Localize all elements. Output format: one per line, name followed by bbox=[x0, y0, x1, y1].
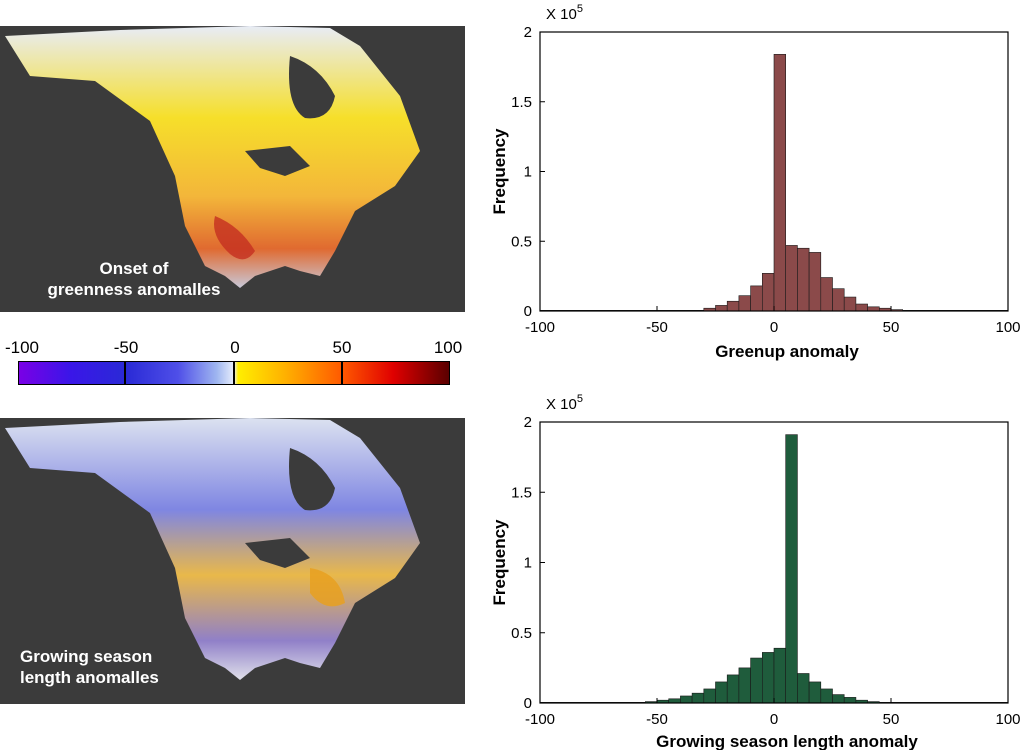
y-tick-label: 1 bbox=[524, 555, 532, 572]
x-tick-label: 0 bbox=[770, 711, 778, 728]
colorbar-tick-label: 0 bbox=[230, 338, 240, 357]
colorbar-tick-label: -100 bbox=[4, 338, 40, 357]
map-growing-season-length: Growing season length anomalles bbox=[0, 418, 465, 704]
histogram-svg: -100 -50 0 50 100 0 0.5 1 1.5 2 X 105 Greenup anoma… bbox=[490, 3, 1021, 361]
greenup-anomaly-histogram: -100 -50 0 50 100 0 0.5 1 1.5 2 X 105 Greenup anoma… bbox=[480, 0, 1024, 372]
histogram-bar bbox=[691, 692, 705, 704]
caption-line-1: Onset of bbox=[99, 259, 169, 278]
histogram-bar bbox=[808, 252, 822, 312]
histogram-bar bbox=[797, 247, 810, 312]
north-america-map-image bbox=[5, 26, 420, 288]
y-axis-label: Frequency bbox=[490, 519, 509, 606]
histogram-bar bbox=[855, 303, 868, 312]
histogram-bar bbox=[761, 652, 775, 704]
y-axis-label: Frequency bbox=[490, 128, 509, 215]
histogram-bar bbox=[773, 54, 786, 312]
y-tick-label: 0.5 bbox=[511, 625, 532, 642]
y-tick-label: 0 bbox=[524, 695, 532, 712]
histogram-bar bbox=[843, 296, 857, 312]
colorbar-tick-label: 50 bbox=[332, 338, 352, 357]
histogram-bar bbox=[726, 674, 740, 704]
x-tick-label: -100 bbox=[525, 319, 555, 336]
colorbar-divider bbox=[233, 361, 235, 385]
y-tick-label: 0.5 bbox=[511, 233, 532, 250]
caption-line-1: Growing season bbox=[20, 647, 153, 666]
histogram-bar bbox=[832, 694, 845, 704]
map-greenness-onset: Onset of greenness anomalles bbox=[0, 26, 465, 312]
x-tick-label: 50 bbox=[883, 319, 900, 336]
histogram-bar bbox=[750, 285, 763, 312]
histogram-bar bbox=[715, 681, 728, 704]
x-tick-label: 100 bbox=[995, 319, 1020, 336]
histogram-bar bbox=[843, 697, 857, 704]
histogram-bar bbox=[703, 688, 716, 704]
y-tick-label: 0 bbox=[524, 303, 532, 320]
histogram-bar bbox=[785, 434, 798, 704]
y-scale-note: X 105 bbox=[546, 393, 583, 413]
map-caption: Growing season length anomalles bbox=[20, 646, 159, 688]
histogram-bar bbox=[761, 273, 775, 312]
caption-line-2: greenness anomalles bbox=[47, 280, 221, 299]
x-axis-label: Greenup anomaly bbox=[715, 342, 859, 361]
y-tick-label: 1.5 bbox=[511, 484, 532, 501]
histogram-bar bbox=[867, 306, 880, 312]
histogram-bar bbox=[785, 245, 798, 312]
colorbar-tick-label: -50 bbox=[113, 338, 139, 357]
histogram-svg: -100 -50 0 50 100 0 0.5 1 1.5 2 X 105 Growing seaso… bbox=[490, 393, 1021, 750]
colorbar-divider bbox=[341, 361, 343, 385]
y-tick-label: 2 bbox=[524, 414, 532, 431]
histogram-bar bbox=[820, 688, 833, 704]
x-tick-label: 100 bbox=[995, 711, 1020, 728]
histogram-bar bbox=[738, 295, 751, 312]
histogram-bar bbox=[715, 305, 728, 312]
x-tick-label: 50 bbox=[883, 711, 900, 728]
colorbar-divider bbox=[124, 361, 126, 385]
colorbar-tick-label: 100 bbox=[433, 338, 463, 357]
histogram-bar bbox=[680, 695, 693, 704]
x-axis-label: Growing season length anomaly bbox=[656, 732, 918, 750]
x-tick-label: -100 bbox=[525, 711, 555, 728]
histogram-bar bbox=[738, 667, 751, 704]
histogram-bar bbox=[808, 681, 822, 704]
x-tick-label: -50 bbox=[646, 319, 668, 336]
y-scale-note: X 105 bbox=[546, 3, 583, 23]
histogram-bar bbox=[797, 673, 810, 704]
y-tick-label: 1 bbox=[524, 164, 532, 181]
north-america-map-image bbox=[5, 418, 420, 680]
y-tick-label: 2 bbox=[524, 24, 532, 41]
histogram-bar bbox=[750, 657, 763, 704]
y-tick-label: 1.5 bbox=[511, 94, 532, 111]
growing-season-histogram: -100 -50 0 50 100 0 0.5 1 1.5 2 X 105 Growing seaso… bbox=[480, 392, 1024, 750]
x-tick-label: 0 bbox=[770, 319, 778, 336]
colorbar-legend: -100 -50 0 50 100 bbox=[0, 338, 470, 393]
x-tick-label: -50 bbox=[646, 711, 668, 728]
histogram-bar bbox=[832, 288, 845, 312]
histogram-bar bbox=[773, 647, 786, 704]
histogram-bar bbox=[668, 698, 681, 704]
map-caption: Onset of greenness anomalles bbox=[0, 258, 268, 300]
histogram-bar bbox=[726, 300, 740, 312]
caption-line-2: length anomalles bbox=[20, 668, 159, 687]
histogram-bar bbox=[820, 277, 833, 312]
